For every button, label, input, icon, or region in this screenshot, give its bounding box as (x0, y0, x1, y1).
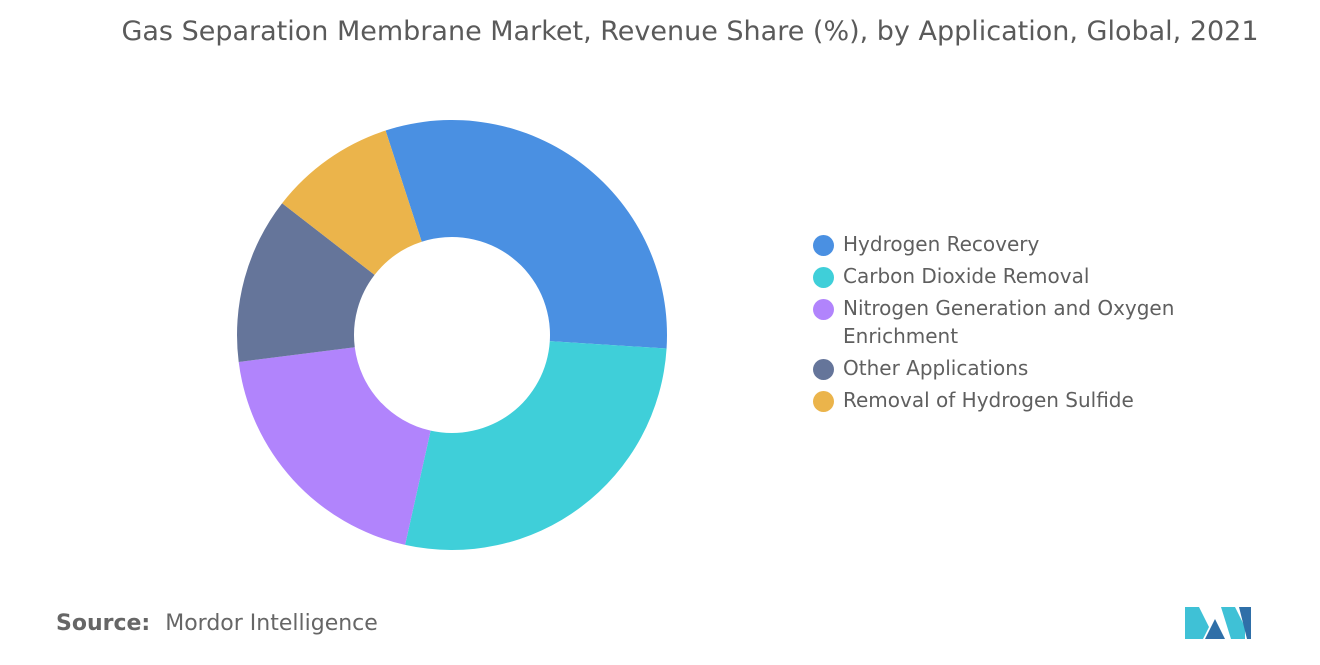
legend-swatch-other-applications (813, 359, 834, 380)
slice-carbon-dioxide-removal (405, 341, 667, 550)
source-value: Mordor Intelligence (165, 611, 378, 636)
legend-label-nitrogen-generation: Nitrogen Generation and Oxygen Enrichmen… (843, 296, 1175, 348)
legend-label-other-applications: Other Applications (843, 356, 1029, 380)
legend-item-other-applications: Other Applications (813, 354, 1233, 382)
slice-hydrogen-recovery (385, 119, 667, 349)
slice-nitrogen-generation-and-oxygen-enrichment (238, 347, 431, 545)
legend-label-removal-hydrogen-sulfide: Removal of Hydrogen Sulfide (843, 388, 1134, 412)
logo-shape-right (1221, 607, 1245, 639)
source-label: Source: (56, 611, 151, 636)
logo-shape-bar (1239, 607, 1251, 639)
legend-swatch-nitrogen-generation (813, 299, 834, 320)
legend-swatch-carbon-dioxide-removal (813, 267, 834, 288)
legend-label-hydrogen-recovery: Hydrogen Recovery (843, 232, 1040, 256)
legend-swatch-removal-hydrogen-sulfide (813, 391, 834, 412)
legend-label-carbon-dioxide-removal: Carbon Dioxide Removal (843, 264, 1090, 288)
slice-removal-of-hydrogen-sulfide (282, 130, 422, 275)
donut-slices (237, 119, 667, 550)
slice-other-applications (237, 203, 375, 362)
legend-item-hydrogen-recovery: Hydrogen Recovery (813, 230, 1233, 258)
logo-shape-left (1185, 607, 1209, 639)
legend-item-removal-hydrogen-sulfide: Removal of Hydrogen Sulfide (813, 386, 1233, 414)
mordor-intelligence-logo (1185, 607, 1251, 639)
chart-title: Gas Separation Membrane Market, Revenue … (121, 16, 1259, 47)
legend-swatch-hydrogen-recovery (813, 235, 834, 256)
source-note: Source: Mordor Intelligence (56, 611, 378, 636)
legend-item-carbon-dioxide-removal: Carbon Dioxide Removal (813, 262, 1233, 290)
legend-item-nitrogen-generation: Nitrogen Generation and Oxygen Enrichmen… (813, 294, 1233, 350)
legend: Hydrogen Recovery Carbon Dioxide Removal… (813, 230, 1233, 418)
logo-shape-mid (1205, 619, 1225, 639)
